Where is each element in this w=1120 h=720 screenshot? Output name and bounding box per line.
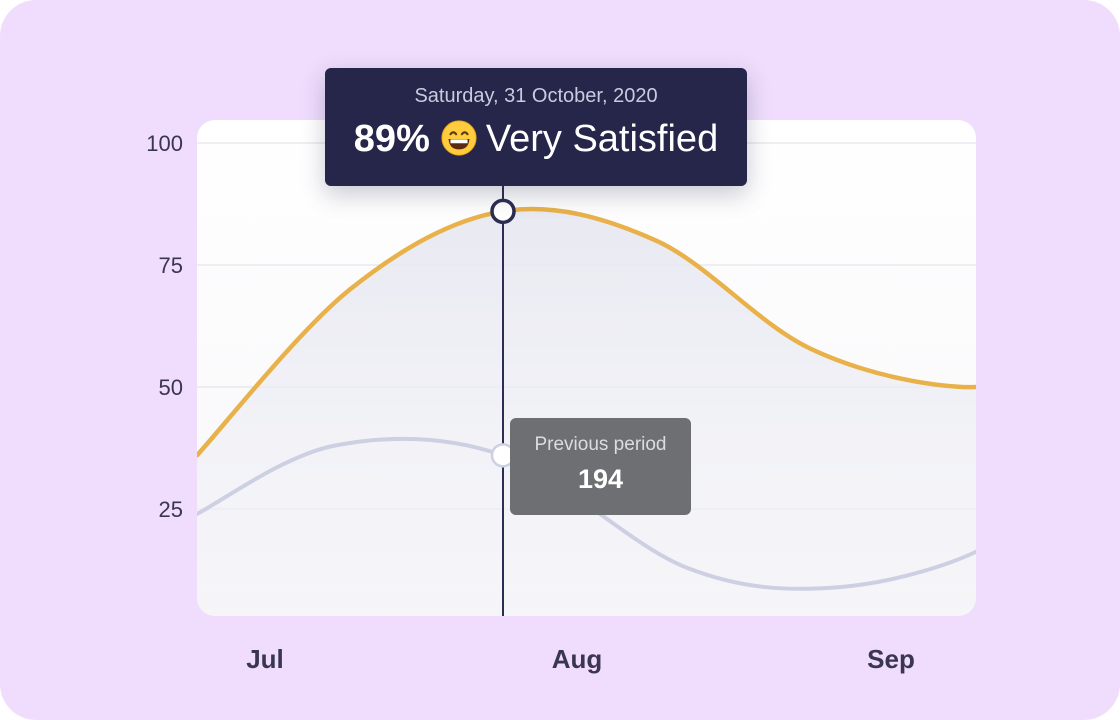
y-axis: 100 75 50 25: [146, 131, 183, 522]
x-tick-label: Sep: [867, 644, 915, 674]
y-tick-label: 100: [146, 131, 183, 156]
previous-period-value: 194: [577, 464, 624, 494]
previous-series-line: [197, 436, 976, 591]
current-series-line: [197, 206, 976, 458]
hover-tooltip: Saturday, 31 October, 2020 89% Very Sati…: [325, 68, 747, 186]
x-tick-label: Aug: [552, 644, 603, 674]
tooltip-percent: 89%: [353, 118, 430, 160]
tooltip-date: Saturday, 31 October, 2020: [414, 85, 658, 107]
x-axis: Jul Aug Sep: [246, 644, 915, 674]
tooltip-sentiment: Very Satisfied: [485, 118, 719, 160]
y-tick-label: 75: [159, 253, 183, 278]
previous-period-label: Previous period: [534, 434, 667, 455]
x-tick-label: Jul: [246, 644, 284, 674]
y-tick-label: 25: [159, 497, 183, 522]
grinning-face-icon: [441, 120, 477, 156]
tooltip-value-row: 89% Very Satisfied: [325, 118, 747, 161]
current-hover-marker[interactable]: [490, 198, 516, 225]
previous-period-tooltip: Previous period 194: [510, 418, 691, 515]
y-tick-label: 50: [159, 375, 183, 400]
current-area-fill: [197, 209, 976, 616]
